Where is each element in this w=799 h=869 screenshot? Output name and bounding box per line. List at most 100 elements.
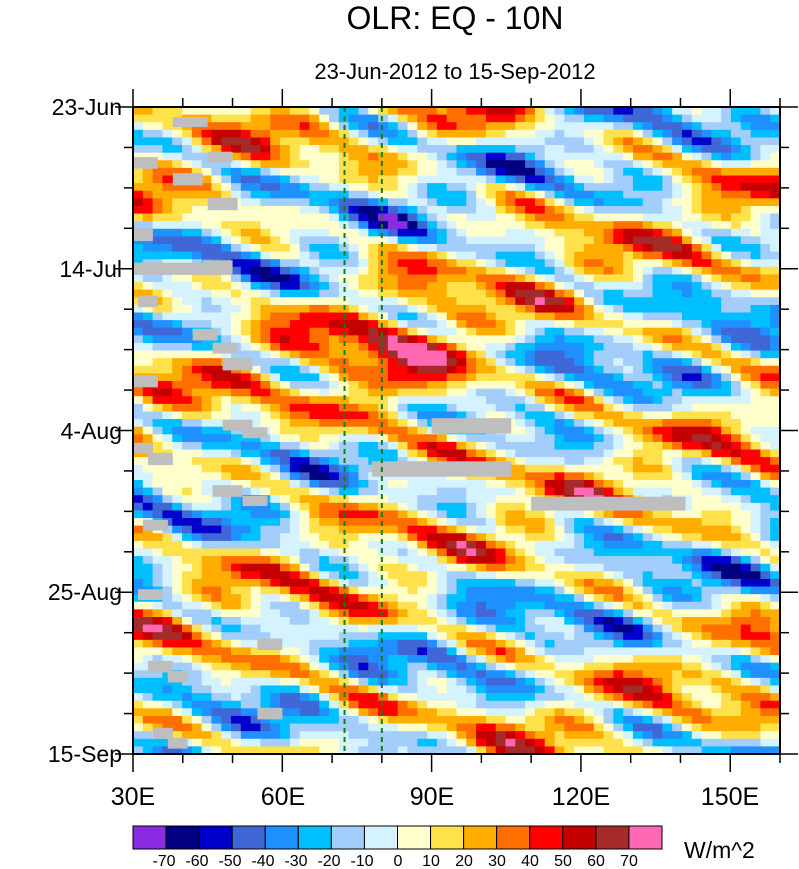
field-cell bbox=[211, 251, 222, 260]
field-cell bbox=[133, 479, 144, 489]
field-cell bbox=[378, 479, 389, 489]
field-cell bbox=[721, 533, 732, 542]
field-cell bbox=[750, 518, 761, 527]
field-cell bbox=[525, 548, 536, 557]
field-cell bbox=[466, 639, 477, 649]
field-cell bbox=[740, 304, 752, 314]
field-cell bbox=[554, 327, 565, 336]
field-cell bbox=[270, 320, 281, 329]
field-cell bbox=[407, 342, 418, 352]
field-cell bbox=[260, 107, 271, 116]
field-cell bbox=[583, 670, 595, 679]
field-cell bbox=[760, 304, 771, 314]
field-cell bbox=[662, 601, 673, 610]
field-cell bbox=[182, 198, 193, 207]
field-cell bbox=[740, 312, 752, 321]
field-cell bbox=[289, 114, 301, 123]
field-cell bbox=[770, 129, 780, 139]
field-cell bbox=[770, 449, 780, 458]
field-cell bbox=[701, 578, 712, 588]
field-cell bbox=[133, 632, 144, 641]
field-cell bbox=[407, 571, 418, 580]
field-cell bbox=[407, 479, 418, 489]
field-cell bbox=[730, 624, 742, 633]
field-cell bbox=[613, 609, 624, 618]
field-cell bbox=[289, 434, 301, 443]
field-cell bbox=[476, 662, 487, 671]
field-cell bbox=[329, 335, 340, 344]
field-cell bbox=[456, 495, 467, 504]
field-cell bbox=[152, 441, 164, 451]
field-cell bbox=[711, 381, 722, 390]
field-cell bbox=[740, 487, 752, 496]
field-cell bbox=[240, 525, 252, 534]
field-cell bbox=[338, 342, 350, 352]
field-cell bbox=[691, 381, 703, 390]
field-cell bbox=[623, 647, 634, 656]
field-cell bbox=[201, 244, 213, 253]
field-cell bbox=[760, 137, 771, 146]
field-cell bbox=[721, 586, 732, 595]
field-cell bbox=[681, 381, 693, 390]
field-cell bbox=[162, 190, 173, 199]
field-cell bbox=[191, 510, 203, 519]
field-cell bbox=[240, 601, 252, 610]
field-cell bbox=[721, 624, 732, 633]
field-cell bbox=[721, 183, 732, 192]
field-cell bbox=[378, 266, 389, 276]
field-cell bbox=[632, 205, 644, 215]
field-cell bbox=[711, 518, 722, 527]
field-cell bbox=[681, 624, 693, 633]
field-cell bbox=[603, 129, 614, 139]
field-cell bbox=[711, 213, 722, 222]
field-cell bbox=[338, 282, 350, 291]
field-cell bbox=[250, 464, 262, 473]
field-cell bbox=[338, 381, 350, 390]
field-cell bbox=[338, 487, 350, 496]
field-cell bbox=[485, 342, 497, 352]
field-cell bbox=[583, 434, 595, 443]
field-cell bbox=[721, 137, 732, 146]
field-cell bbox=[142, 114, 154, 123]
field-cell bbox=[378, 639, 389, 649]
field-cell bbox=[407, 205, 418, 215]
field-cell bbox=[603, 594, 614, 603]
field-cell bbox=[319, 525, 330, 534]
field-cell bbox=[397, 525, 409, 534]
field-cell bbox=[289, 396, 301, 405]
field-cell bbox=[485, 586, 497, 595]
field-cell bbox=[623, 525, 634, 534]
field-cell bbox=[289, 373, 301, 382]
field-cell bbox=[407, 426, 418, 435]
field-cell bbox=[289, 236, 301, 245]
field-cell bbox=[485, 487, 497, 496]
field-cell bbox=[417, 540, 428, 550]
field-cell bbox=[417, 167, 428, 177]
field-cell bbox=[760, 594, 771, 603]
field-cell bbox=[231, 533, 242, 542]
field-cell bbox=[446, 183, 458, 192]
field-cell bbox=[358, 358, 369, 367]
field-cell bbox=[201, 609, 213, 618]
field-cell bbox=[417, 518, 428, 527]
field-cell bbox=[485, 259, 497, 268]
field-cell bbox=[544, 114, 556, 123]
field-cell bbox=[711, 190, 722, 199]
field-cell bbox=[221, 670, 232, 679]
field-cell bbox=[642, 487, 654, 496]
field-cell bbox=[191, 350, 203, 359]
field-cell bbox=[730, 419, 742, 428]
field-cell bbox=[623, 487, 634, 496]
field-cell bbox=[280, 274, 291, 283]
field-cell bbox=[544, 624, 556, 633]
field-cell bbox=[476, 221, 487, 230]
field-cell bbox=[701, 350, 712, 359]
field-cell bbox=[319, 426, 330, 435]
field-cell bbox=[378, 289, 389, 298]
field-cell bbox=[446, 350, 458, 359]
field-cell bbox=[240, 457, 252, 466]
field-cell bbox=[681, 419, 693, 428]
field-cell bbox=[623, 411, 634, 420]
field-cell bbox=[348, 571, 360, 580]
field-cell bbox=[250, 129, 262, 139]
